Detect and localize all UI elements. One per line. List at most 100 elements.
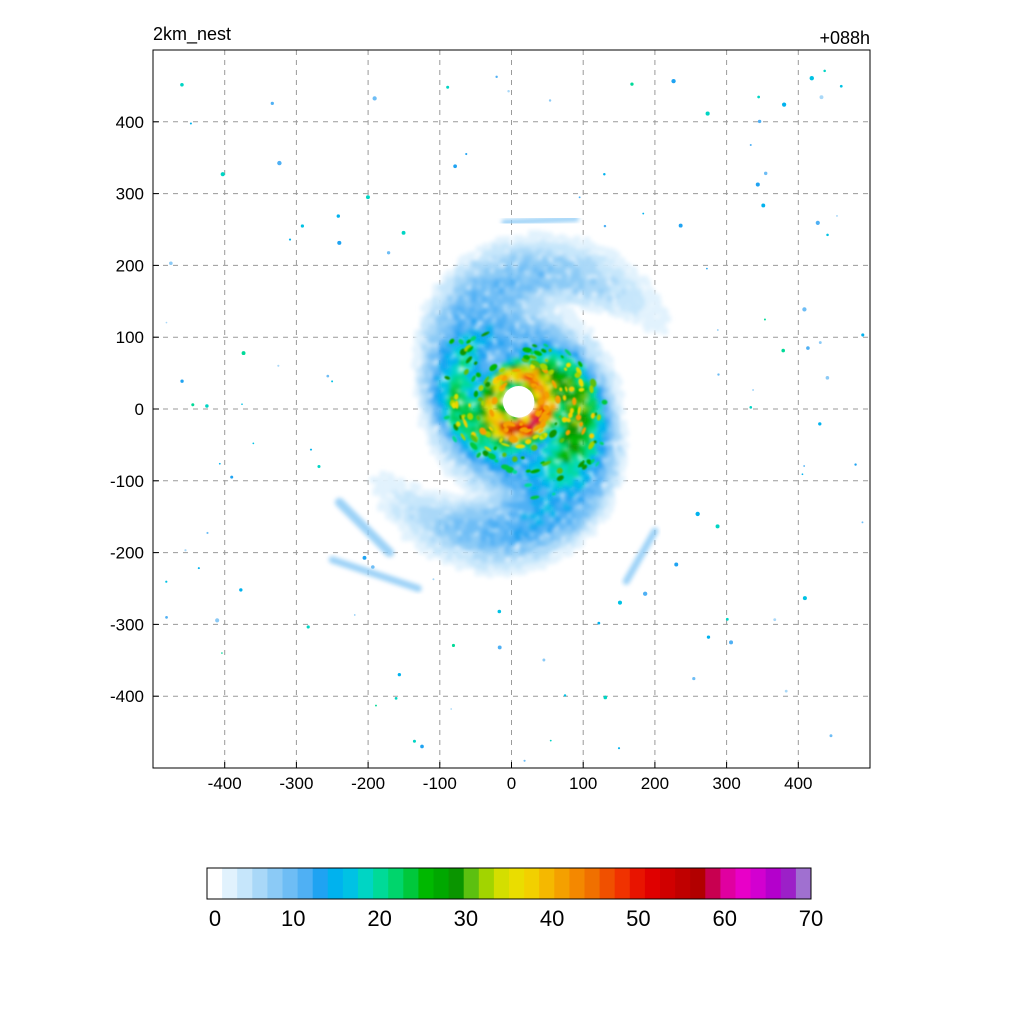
field-cell [418, 540, 426, 547]
field-cell [425, 403, 432, 411]
isolated-echo [826, 233, 829, 237]
field-cell [480, 473, 488, 481]
field-cell [440, 322, 448, 330]
field-cell [538, 368, 546, 375]
field-cell [550, 472, 558, 479]
field-cell [533, 300, 541, 307]
field-cell [585, 525, 592, 533]
field-cell [469, 477, 477, 485]
field-cell [446, 324, 454, 332]
field-cell [578, 328, 585, 336]
field-cell [448, 329, 456, 337]
field-cell [451, 531, 459, 538]
field-cell [596, 462, 604, 469]
field-cell [587, 484, 595, 492]
field-cell [452, 547, 460, 555]
field-cell [539, 488, 547, 496]
isolated-echo [362, 555, 367, 560]
field-cell [535, 414, 543, 422]
field-cell [604, 369, 612, 377]
field-cell [569, 511, 577, 519]
field-cell [515, 329, 523, 336]
field-cell [606, 294, 614, 302]
isolated-echo [205, 404, 209, 408]
isolated-echo [671, 78, 676, 84]
field-cell [581, 505, 589, 513]
field-cell [567, 297, 575, 305]
field-cell [500, 444, 508, 452]
field-cell [529, 243, 537, 251]
field-cell [389, 483, 397, 491]
field-cell [484, 369, 492, 376]
field-cell [441, 407, 449, 415]
field-cell [419, 369, 426, 377]
field-cell [418, 511, 426, 519]
field-cell [436, 300, 444, 308]
field-cell [464, 349, 472, 357]
field-cell [545, 322, 553, 329]
field-cell [524, 240, 531, 248]
field-cell [615, 444, 623, 452]
convective-cell [545, 359, 549, 362]
field-cell [598, 415, 605, 422]
field-cell [562, 297, 570, 305]
field-cell [618, 475, 626, 483]
isolated-echo [806, 346, 810, 350]
field-cell [598, 448, 606, 456]
colorbar: 0 10 20 30 40 50 60 70 [206, 867, 823, 931]
isolated-echo [809, 75, 814, 81]
field-cell [453, 430, 461, 438]
field-cell [413, 390, 421, 398]
field-cell [438, 341, 446, 349]
convective-cell [588, 443, 593, 449]
field-cell [463, 483, 471, 491]
field-cell [647, 287, 655, 295]
y-tick-label: 0 [135, 400, 144, 419]
field-cell [512, 501, 520, 509]
field-cell [551, 542, 558, 550]
field-cell [434, 506, 442, 514]
isolated-echo [706, 267, 708, 270]
field-cell [477, 314, 485, 322]
field-cell [558, 255, 566, 262]
field-cell [475, 552, 483, 560]
field-cell [555, 260, 563, 268]
field-cell [558, 397, 566, 405]
field-cell [457, 539, 465, 547]
field-cell [499, 253, 507, 261]
y-tick-label: -100 [110, 472, 144, 491]
field-cell [538, 309, 545, 317]
convective-cell [452, 435, 458, 443]
field-cell [561, 323, 569, 331]
field-cell [528, 253, 536, 261]
colorbar-swatch [675, 868, 691, 899]
field-cell [566, 357, 574, 365]
convective-cell [590, 412, 595, 419]
field-cell [452, 331, 460, 339]
colorbar-swatch [448, 868, 465, 899]
isolated-echo [331, 380, 334, 383]
field-cell [424, 329, 431, 337]
field-cell [537, 461, 545, 469]
field-cell [477, 431, 485, 439]
field-cell [397, 477, 405, 485]
field-cell [443, 332, 451, 340]
field-cell [564, 346, 572, 354]
convective-cell [455, 421, 461, 427]
field-cell [560, 470, 568, 478]
field-cell [465, 374, 473, 382]
field-cell [535, 518, 543, 526]
field-cell [573, 332, 581, 340]
field-cell [561, 241, 569, 249]
field-cell [518, 500, 526, 508]
field-cell [606, 460, 614, 468]
field-cell [458, 304, 466, 312]
field-cell [606, 253, 614, 261]
convective-cell [530, 469, 541, 474]
field-cell [501, 280, 509, 288]
isolated-echo [169, 261, 173, 266]
field-cell [533, 374, 540, 382]
field-cell [590, 373, 598, 381]
field-cell [558, 431, 566, 438]
field-cell [562, 476, 570, 484]
